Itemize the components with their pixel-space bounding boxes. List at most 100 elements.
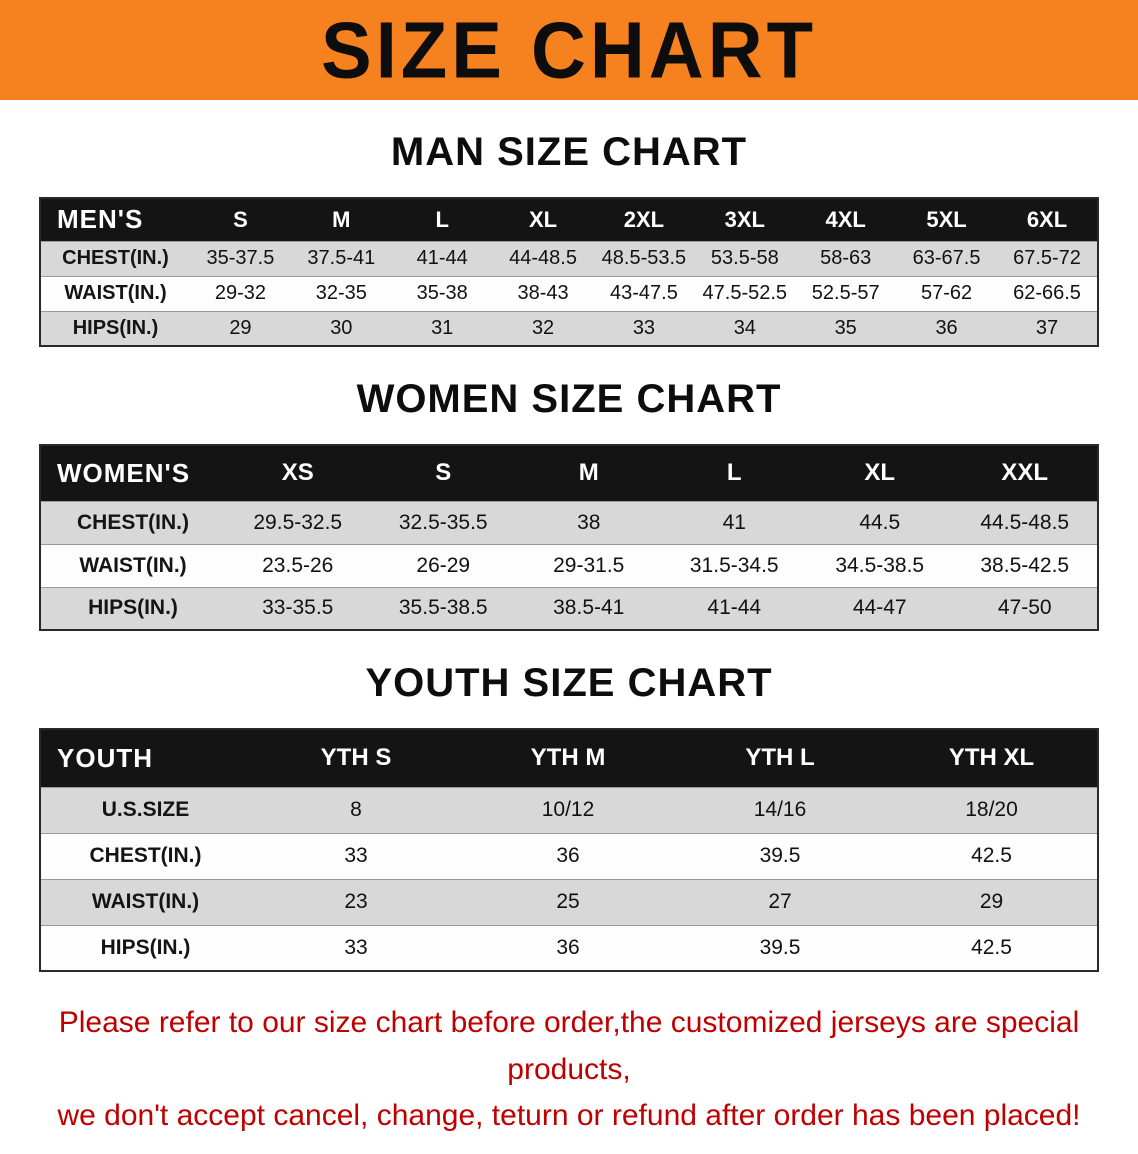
size-value: 33 (250, 924, 462, 972)
size-value: 42.5 (886, 832, 1098, 880)
size-value: 32 (492, 310, 594, 347)
size-value: 23 (250, 878, 462, 926)
size-value: 52.5-57 (795, 275, 897, 312)
table-row: CHEST(IN.) 35-37.5 37.5-41 41-44 44-48.5 48.5… (40, 240, 1098, 277)
size-column-header: YTH L (674, 729, 886, 787)
table-row: HIPS(IN.) 29 30 31 32 33 34 35 36 37 (40, 310, 1098, 347)
men-size-chart-section: MAN SIZE CHART MEN'S S M L XL 2XL 3XL 4XL 5XL 6XL C… (0, 130, 1138, 347)
size-value: 26-29 (370, 543, 516, 588)
size-value: 33 (250, 832, 462, 880)
size-value: 48.5-53.5 (593, 240, 695, 277)
size-column-header: YTH M (462, 729, 674, 787)
size-value: 58-63 (795, 240, 897, 277)
table-header-row: MEN'S S M L XL 2XL 3XL 4XL 5XL 6XL (40, 198, 1098, 241)
table-row: HIPS(IN.) 33 36 39.5 42.5 (40, 924, 1098, 972)
size-column-header: XL (492, 198, 594, 241)
women-size-chart-section: WOMEN SIZE CHART WOMEN'S XS S M L XL XXL CHEST(I… (0, 377, 1138, 631)
table-header-row: WOMEN'S XS S M L XL XXL (40, 445, 1098, 501)
size-value: 38 (516, 500, 662, 545)
size-value: 35-37.5 (190, 240, 291, 277)
table-row: HIPS(IN.) 33-35.5 35.5-38.5 38.5-41 41-44 44-… (40, 586, 1098, 631)
size-column-header: L (661, 445, 807, 501)
size-value: 29.5-32.5 (225, 500, 371, 545)
measurement-label: HIPS(IN.) (40, 310, 190, 347)
size-value: 53.5-58 (694, 240, 796, 277)
size-column-header: 6XL (997, 198, 1098, 241)
size-value: 44.5-48.5 (952, 500, 1098, 545)
banner: SIZE CHART (0, 0, 1138, 100)
table-row: WAIST(IN.) 23 25 27 29 (40, 878, 1098, 926)
size-value: 41-44 (661, 586, 807, 631)
size-column-header: XS (225, 445, 371, 501)
size-value: 36 (462, 832, 674, 880)
size-value: 37.5-41 (290, 240, 392, 277)
measurement-label: CHEST(IN.) (40, 832, 250, 880)
size-value: 44.5 (807, 500, 953, 545)
page-title: SIZE CHART (321, 5, 817, 95)
disclaimer-line-2: we don't accept cancel, change, teturn o… (57, 1099, 1081, 1132)
size-value: 14/16 (674, 786, 886, 834)
youth-size-chart-section: YOUTH SIZE CHART YOUTH YTH S YTH M YTH L YTH … (0, 661, 1138, 972)
size-column-header: YTH S (250, 729, 462, 787)
size-value: 36 (896, 310, 997, 347)
size-column-header: S (190, 198, 291, 241)
size-value: 27 (674, 878, 886, 926)
size-value: 33 (593, 310, 695, 347)
size-value: 23.5-26 (225, 543, 371, 588)
size-value: 67.5-72 (997, 240, 1098, 277)
size-column-header: XXL (952, 445, 1098, 501)
size-value: 32-35 (290, 275, 392, 312)
disclaimer: Please refer to our size chart before or… (19, 1000, 1119, 1154)
table-title-cell: YOUTH (40, 729, 250, 787)
size-column-header: S (370, 445, 516, 501)
measurement-label: WAIST(IN.) (40, 543, 225, 588)
size-value: 10/12 (462, 786, 674, 834)
measurement-label: CHEST(IN.) (40, 240, 190, 277)
size-column-header: XL (807, 445, 953, 501)
measurement-label: U.S.SIZE (40, 786, 250, 834)
size-value: 18/20 (886, 786, 1098, 834)
size-value: 31 (391, 310, 493, 347)
size-value: 30 (290, 310, 392, 347)
size-value: 29 (886, 878, 1098, 926)
measurement-label: CHEST(IN.) (40, 500, 225, 545)
size-value: 57-62 (896, 275, 997, 312)
size-column-header: M (516, 445, 662, 501)
size-value: 34.5-38.5 (807, 543, 953, 588)
size-value: 44-47 (807, 586, 953, 631)
size-value: 38.5-42.5 (952, 543, 1098, 588)
women-size-table: WOMEN'S XS S M L XL XXL CHEST(IN.) 29.5-32.5 32.5… (39, 444, 1099, 631)
size-value: 41 (661, 500, 807, 545)
size-column-header: 3XL (694, 198, 796, 241)
measurement-label: WAIST(IN.) (40, 878, 250, 926)
sections-container: MAN SIZE CHART MEN'S S M L XL 2XL 3XL 4XL 5XL 6XL C… (0, 130, 1138, 972)
measurement-label: HIPS(IN.) (40, 586, 225, 631)
table-title-cell: MEN'S (40, 198, 190, 241)
youth-size-table: YOUTH YTH S YTH M YTH L YTH XL U.S.SIZE 8 10/12… (39, 728, 1099, 972)
size-value: 43-47.5 (593, 275, 695, 312)
measurement-label: WAIST(IN.) (40, 275, 190, 312)
size-value: 29-31.5 (516, 543, 662, 588)
size-value: 39.5 (674, 924, 886, 972)
size-value: 36 (462, 924, 674, 972)
size-value: 47.5-52.5 (694, 275, 796, 312)
table-header-row: YOUTH YTH S YTH M YTH L YTH XL (40, 729, 1098, 787)
men-size-table: MEN'S S M L XL 2XL 3XL 4XL 5XL 6XL CHEST(IN.) 35-37… (39, 197, 1099, 347)
size-value: 62-66.5 (997, 275, 1098, 312)
size-value: 31.5-34.5 (661, 543, 807, 588)
men-section-heading: MAN SIZE CHART (390, 130, 748, 174)
size-value: 35.5-38.5 (370, 586, 516, 631)
size-value: 38.5-41 (516, 586, 662, 631)
size-value: 29-32 (190, 275, 291, 312)
size-value: 39.5 (674, 832, 886, 880)
size-value: 37 (997, 310, 1098, 347)
table-row: WAIST(IN.) 29-32 32-35 35-38 38-43 43-47.5 47.… (40, 275, 1098, 312)
size-column-header: 4XL (795, 198, 897, 241)
table-title-cell: WOMEN'S (40, 445, 225, 501)
size-value: 33-35.5 (225, 586, 371, 631)
size-value: 35 (795, 310, 897, 347)
table-row: CHEST(IN.) 29.5-32.5 32.5-35.5 38 41 44.5 44.5… (40, 500, 1098, 545)
size-value: 41-44 (391, 240, 493, 277)
table-row: U.S.SIZE 8 10/12 14/16 18/20 (40, 786, 1098, 834)
size-value: 42.5 (886, 924, 1098, 972)
